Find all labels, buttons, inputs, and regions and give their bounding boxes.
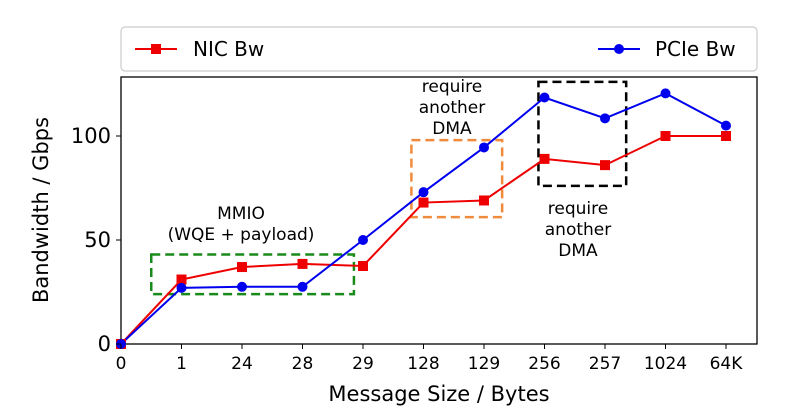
x-tick-label: 1 bbox=[176, 354, 187, 374]
data-point-pcie bbox=[237, 281, 247, 292]
legend-marker-pcie bbox=[614, 44, 624, 54]
data-point-nic bbox=[539, 153, 550, 164]
annotation-text-dma2: another bbox=[545, 220, 611, 240]
data-point-nic bbox=[721, 131, 731, 141]
legend-label-pcie: PCIe Bw bbox=[655, 37, 736, 61]
y-tick-label: 100 bbox=[71, 124, 111, 148]
data-point-nic bbox=[479, 195, 489, 206]
x-tick-label: 0 bbox=[116, 354, 127, 374]
data-point-pcie bbox=[721, 120, 731, 131]
data-point-pcie bbox=[297, 281, 308, 292]
x-tick-label: 1024 bbox=[644, 354, 687, 374]
data-point-nic bbox=[297, 258, 308, 269]
tick-layer: 0 1 24 28 29 128 129 256 257 1024 64K 0 50 100 bbox=[71, 124, 743, 374]
data-point-pcie bbox=[358, 235, 368, 245]
x-tick-label: 129 bbox=[468, 354, 500, 374]
legend-entry-nic: NIC Bw bbox=[135, 37, 264, 61]
x-tick-label: 29 bbox=[352, 354, 374, 374]
annotation-box-dma2 bbox=[537, 80, 628, 188]
annotation-text-dma1: DMA bbox=[432, 119, 472, 139]
y-axis-label: Bandwidth / Gbps bbox=[29, 117, 53, 303]
annotation-box-dma1 bbox=[410, 138, 504, 219]
legend-frame bbox=[120, 26, 758, 72]
annotation-text-dma2: require bbox=[548, 199, 608, 219]
legend-marker-nic bbox=[151, 44, 161, 54]
x-tick-label: 128 bbox=[407, 354, 439, 374]
data-point-nic bbox=[600, 160, 610, 171]
annotation-text-dma1: require bbox=[422, 77, 482, 97]
data-point-nic bbox=[418, 197, 429, 208]
x-tick-label: 24 bbox=[231, 354, 253, 374]
x-tick-label: 64K bbox=[710, 354, 744, 374]
data-point-pcie bbox=[418, 187, 429, 198]
data-point-nic bbox=[358, 261, 368, 271]
annotation-text-dma2: DMA bbox=[558, 241, 598, 261]
series-layer bbox=[116, 88, 731, 349]
data-point-pcie bbox=[660, 88, 671, 99]
data-point-pcie bbox=[539, 92, 550, 103]
annotation-box-mmio bbox=[150, 253, 356, 296]
x-axis-label: Message Size / Bytes bbox=[328, 382, 549, 406]
x-tick-label: 28 bbox=[292, 354, 314, 374]
annotation-text-mmio: MMIO bbox=[217, 204, 265, 224]
plot-frame bbox=[120, 76, 758, 345]
annotation-text-mmio: (WQE + payload) bbox=[168, 225, 315, 245]
legend-entry-pcie: PCIe Bw bbox=[598, 37, 736, 61]
data-point-pcie bbox=[600, 113, 610, 124]
data-point-pcie bbox=[176, 282, 187, 293]
y-tick-label: 50 bbox=[84, 228, 111, 252]
data-point-pcie bbox=[479, 142, 489, 153]
data-point-nic bbox=[660, 131, 671, 141]
annotation-layer: MMIO(WQE + payload)requireanotherDMArequ… bbox=[150, 77, 628, 296]
series-line-pcie bbox=[120, 92, 727, 345]
data-point-nic bbox=[237, 262, 247, 273]
x-tick-label: 257 bbox=[589, 354, 621, 374]
x-tick-label: 256 bbox=[528, 354, 560, 374]
legend-label-nic: NIC Bw bbox=[193, 37, 264, 61]
data-point-nic bbox=[176, 274, 187, 285]
y-tick-label: 0 bbox=[98, 332, 111, 356]
annotation-text-dma1: another bbox=[419, 98, 485, 118]
legend: NIC Bw PCIe Bw bbox=[120, 26, 758, 72]
